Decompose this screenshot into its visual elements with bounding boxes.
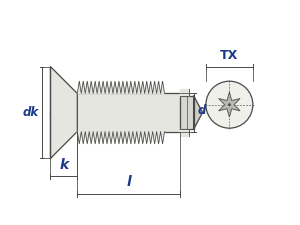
Text: TX: TX xyxy=(220,49,238,62)
Polygon shape xyxy=(97,81,101,94)
Polygon shape xyxy=(180,96,194,129)
Polygon shape xyxy=(149,81,153,94)
Polygon shape xyxy=(97,131,101,144)
Polygon shape xyxy=(93,131,97,144)
Polygon shape xyxy=(153,81,157,94)
Polygon shape xyxy=(93,81,97,94)
Polygon shape xyxy=(160,81,164,94)
Polygon shape xyxy=(89,81,93,94)
Polygon shape xyxy=(141,131,145,144)
Polygon shape xyxy=(109,81,113,94)
Polygon shape xyxy=(141,81,145,94)
Polygon shape xyxy=(85,81,89,94)
Polygon shape xyxy=(109,131,113,144)
Polygon shape xyxy=(153,131,157,144)
Polygon shape xyxy=(180,90,189,96)
Text: d: d xyxy=(197,104,206,117)
Text: k: k xyxy=(59,158,68,172)
Polygon shape xyxy=(50,67,77,158)
Polygon shape xyxy=(81,81,85,94)
Polygon shape xyxy=(85,131,89,144)
Polygon shape xyxy=(145,131,149,144)
Polygon shape xyxy=(194,96,202,129)
Circle shape xyxy=(206,81,253,128)
Polygon shape xyxy=(133,131,137,144)
Polygon shape xyxy=(117,131,121,144)
Polygon shape xyxy=(129,81,133,94)
Polygon shape xyxy=(157,131,160,144)
Polygon shape xyxy=(121,81,125,94)
Polygon shape xyxy=(81,131,85,144)
Polygon shape xyxy=(77,131,81,144)
Polygon shape xyxy=(219,92,240,117)
Text: dk: dk xyxy=(22,106,39,119)
Text: l: l xyxy=(126,175,131,189)
Polygon shape xyxy=(133,81,137,94)
Polygon shape xyxy=(117,81,121,94)
Polygon shape xyxy=(145,81,149,94)
Polygon shape xyxy=(125,81,129,94)
Polygon shape xyxy=(125,131,129,144)
Polygon shape xyxy=(89,131,93,144)
Polygon shape xyxy=(105,81,109,94)
Polygon shape xyxy=(77,81,81,94)
Polygon shape xyxy=(121,131,125,144)
Polygon shape xyxy=(180,129,189,135)
Polygon shape xyxy=(149,131,153,144)
Polygon shape xyxy=(105,131,109,144)
Polygon shape xyxy=(113,131,117,144)
Polygon shape xyxy=(160,131,164,144)
Polygon shape xyxy=(101,131,105,144)
Circle shape xyxy=(228,103,231,106)
Polygon shape xyxy=(137,131,141,144)
Polygon shape xyxy=(113,81,117,94)
Polygon shape xyxy=(101,81,105,94)
Polygon shape xyxy=(137,81,141,94)
Polygon shape xyxy=(129,131,133,144)
Polygon shape xyxy=(157,81,160,94)
